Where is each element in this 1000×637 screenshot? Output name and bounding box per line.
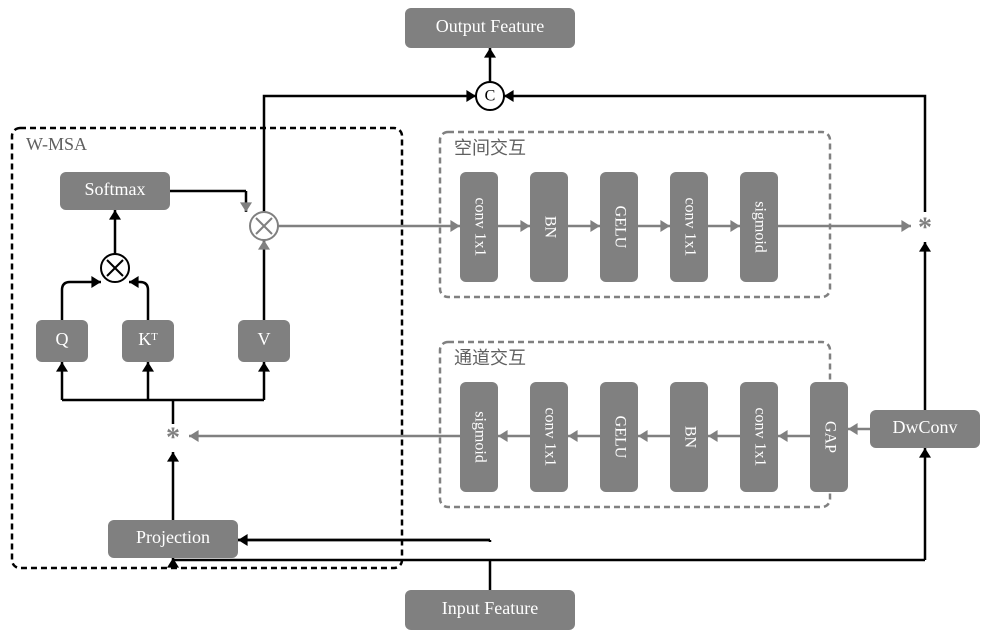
node-label-ch_gelu: GELU [611, 416, 628, 459]
edge [264, 96, 476, 212]
op-star_out: * [918, 212, 932, 243]
group-label-wmsa: W-MSA [26, 134, 87, 154]
node-label-sp_bn: BN [541, 216, 558, 239]
node-label-softmax: Softmax [85, 179, 146, 199]
node-label-output: Output Feature [436, 16, 544, 36]
node-label-sp_gelu: GELU [611, 206, 628, 249]
node-label-v: V [258, 329, 271, 349]
node-label-ch_gap: GAP [821, 421, 838, 453]
node-label-dwconv: DwConv [892, 417, 957, 437]
node-label-ch_bn: BN [681, 426, 698, 449]
node-label-sp_conv2: conv 1x1 [681, 197, 698, 256]
group-label-spatial: 空间交互 [454, 138, 526, 158]
node-label-q: Q [56, 329, 69, 349]
node-label-input: Input Feature [442, 598, 538, 618]
node-label-ch_conv2: conv 1x1 [541, 407, 558, 466]
op-concat-label: C [485, 88, 496, 105]
node-label-sp_sig: sigmoid [751, 201, 768, 253]
node-label-sp_conv1: conv 1x1 [471, 197, 488, 256]
node-label-projection: Projection [136, 527, 210, 547]
op-star_in: * [166, 422, 180, 453]
group-label-channel: 通道交互 [454, 348, 526, 368]
node-label-kt: Kᵀ [138, 329, 158, 349]
node-label-ch_sig: sigmoid [471, 411, 488, 463]
edge [62, 282, 101, 320]
node-label-ch_conv1: conv 1x1 [751, 407, 768, 466]
